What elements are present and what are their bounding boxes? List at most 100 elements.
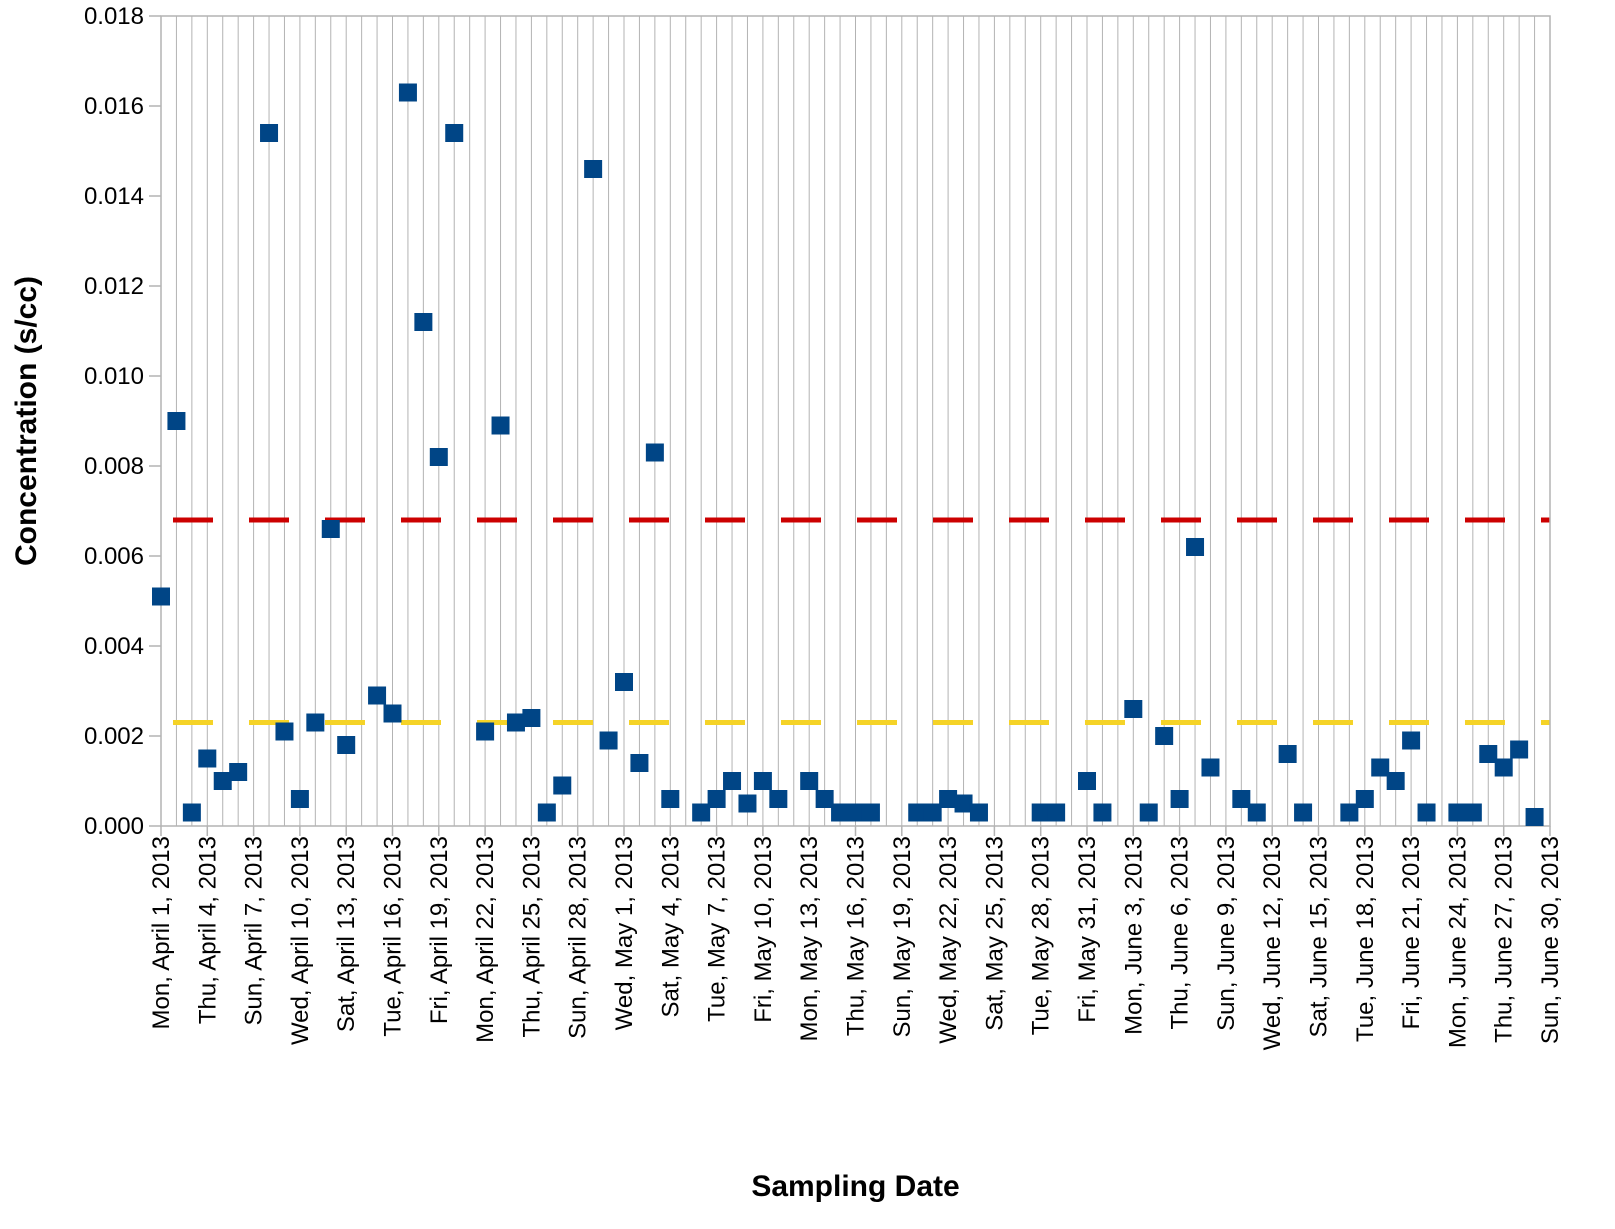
data-point [645,443,664,462]
y-tick-label: 0.014 [84,183,144,210]
x-tick-label: Wed, May 22, 2013 [935,836,962,1044]
data-point [476,722,495,741]
x-tick-label: Wed, May 1, 2013 [611,836,638,1030]
data-point [167,412,186,430]
x-tick-label: Sun, June 9, 2013 [1213,836,1240,1031]
data-point [738,794,757,813]
data-point [182,803,201,822]
data-point [260,124,279,142]
x-tick-label: Wed, June 12, 2013 [1259,836,1286,1050]
x-tick-label: Sun, June 30, 2013 [1537,836,1564,1044]
x-tick-label: Fri, June 21, 2013 [1398,836,1425,1029]
x-tick-label: Fri, May 10, 2013 [750,836,777,1023]
x-axis-ticks: Mon, April 1, 2013 Thu, April 4, 2013 Sun,… [148,826,1564,1050]
data-point [861,803,880,822]
x-tick-label: Sat, June 15, 2013 [1306,836,1333,1038]
data-point [599,731,618,750]
reference-lines [161,517,1550,725]
x-tick-label: Sat, May 4, 2013 [657,836,684,1017]
data-point [321,520,340,538]
data-point [491,416,510,435]
data-point [1525,808,1544,826]
data-point [1278,745,1297,763]
data-point [846,803,865,822]
data-point [923,803,942,822]
y-tick-label: 0.010 [84,363,144,390]
data-point [630,754,649,772]
data-point [1047,803,1066,822]
data-point [831,803,850,822]
x-tick-label: Mon, June 3, 2013 [1120,836,1147,1035]
data-point [800,772,819,790]
data-point [661,790,680,808]
data-point [1186,538,1205,556]
data-point [1170,790,1189,808]
data-point [1201,758,1220,777]
x-tick-label: Tue, June 18, 2013 [1352,836,1379,1042]
data-point [306,713,325,732]
y-axis-ticks: 0.000 0.002 0.004 0.006 0.008 0.010 0.012 0.014… [84,3,161,840]
data-point [537,803,556,822]
x-tick-label: Wed, April 10, 2013 [287,836,314,1045]
data-point [506,713,525,732]
data-point [275,722,294,741]
data-point [692,803,711,822]
x-tick-label: Fri, May 31, 2013 [1074,836,1101,1023]
data-point [1402,731,1421,750]
data-point [1510,740,1529,759]
data-point [368,686,387,705]
data-point [1078,772,1096,790]
data-point [213,772,232,790]
data-points [152,83,1544,826]
data-point [152,587,170,606]
data-point [815,790,834,808]
data-point [939,790,958,808]
data-point [553,776,572,795]
data-point [1093,803,1112,822]
data-point [707,790,726,808]
y-tick-label: 0.012 [84,273,144,300]
x-tick-label: Sun, April 7, 2013 [241,836,268,1025]
x-tick-label: Tue, May 28, 2013 [1028,836,1055,1035]
y-tick-label: 0.016 [84,93,144,120]
data-point [1355,790,1374,808]
data-point [908,803,927,822]
data-point [1232,790,1251,808]
data-point [584,160,603,178]
y-tick-label: 0.006 [84,543,144,570]
x-tick-label: Mon, April 22, 2013 [472,836,499,1043]
data-point [429,448,448,466]
x-tick-label: Thu, April 4, 2013 [194,836,221,1024]
x-tick-label: Mon, May 13, 2013 [796,836,823,1041]
data-point [1494,758,1513,777]
y-axis-title: Concentration (s/cc) [10,276,43,566]
data-point [954,794,973,813]
x-tick-label: Tue, May 7, 2013 [704,836,731,1022]
data-point [1340,803,1359,822]
data-point [1247,803,1266,822]
data-point [753,772,772,790]
data-point [1479,745,1498,763]
data-point [1294,803,1313,822]
data-point [198,749,217,768]
data-point [1124,700,1143,718]
x-tick-label: Sat, April 13, 2013 [333,836,360,1032]
y-tick-label: 0.004 [84,633,144,660]
y-tick-label: 0.000 [84,813,144,840]
x-tick-label: Mon, April 1, 2013 [148,836,175,1029]
x-tick-label: Thu, June 6, 2013 [1167,836,1194,1029]
y-tick-label: 0.018 [84,3,144,30]
x-tick-label: Sun, April 28, 2013 [565,836,592,1039]
data-point [769,790,788,808]
x-tick-label: Fri, April 19, 2013 [426,836,453,1024]
data-point [615,673,633,691]
data-point [1448,803,1467,822]
data-point [383,704,402,723]
data-point [1155,727,1174,745]
data-point [290,790,309,808]
y-tick-label: 0.008 [84,453,144,480]
data-point [398,83,417,102]
data-point [414,313,433,331]
data-point [522,709,541,727]
